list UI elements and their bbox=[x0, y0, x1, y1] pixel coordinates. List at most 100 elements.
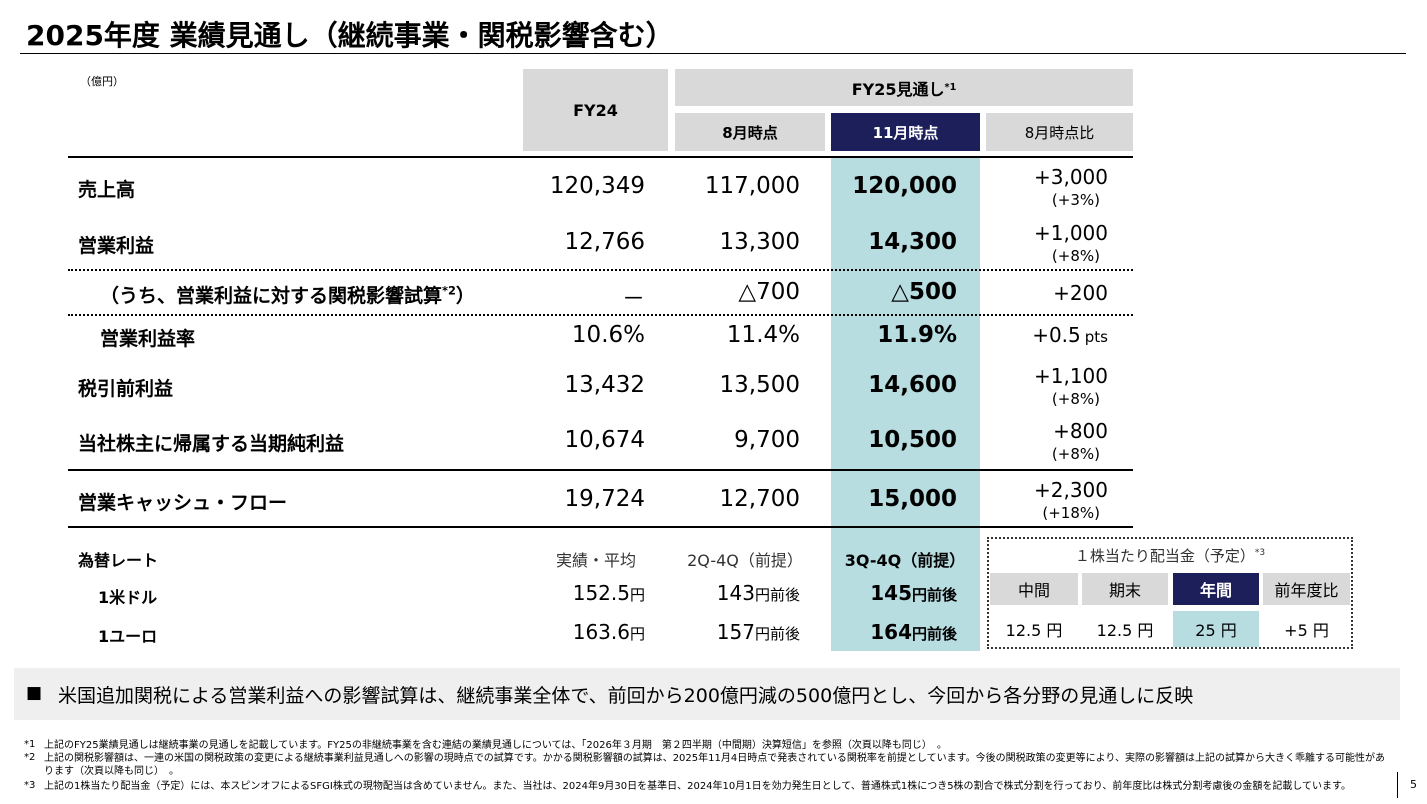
row-rule bbox=[68, 526, 1133, 528]
fx-header: 2Q-4Q（前提） bbox=[687, 551, 803, 570]
row-rule bbox=[68, 469, 1133, 471]
dividend-header-text: 年間 bbox=[1199, 581, 1232, 600]
diff-percent: (+18%) bbox=[1042, 503, 1100, 522]
row-label: 税引前利益 bbox=[78, 374, 173, 401]
fx-number: 143 bbox=[716, 581, 755, 605]
footnote-text: 上記の1株当たり配当金（予定）には、本スピンオフによるSFGI株式の現物配当は含… bbox=[44, 781, 1352, 792]
dividend-header: 年間 bbox=[1173, 573, 1259, 605]
row-label: （うち、営業利益に対する関税影響試算*2） bbox=[100, 281, 475, 308]
diff-value: +2,300 bbox=[1033, 477, 1108, 502]
title-rule bbox=[20, 53, 1406, 54]
aug-value: △700 bbox=[738, 278, 800, 305]
fx-number: 145 bbox=[870, 581, 912, 605]
fx-value: 163.6円 bbox=[573, 620, 645, 644]
fy25-header: FY25見通し *1 bbox=[675, 69, 1133, 106]
fy24-value: 13,432 bbox=[564, 371, 645, 398]
dividend-value: 25 円 bbox=[1173, 611, 1259, 647]
nov-value: △500 bbox=[891, 278, 957, 305]
row-label-text: 営業利益 bbox=[78, 235, 155, 257]
fx-value: 164円前後 bbox=[870, 620, 957, 644]
row-label: 売上高 bbox=[78, 175, 135, 202]
dividend-box bbox=[987, 537, 1353, 649]
nov-value: 15,000 bbox=[868, 485, 957, 512]
header-text: FY25見通し bbox=[851, 79, 945, 99]
diff-value: +200 bbox=[1053, 280, 1108, 305]
fy24-value: 12,766 bbox=[564, 228, 645, 255]
header-text: 11月時点 bbox=[872, 123, 939, 142]
dividend-value-text: +5 円 bbox=[1284, 621, 1329, 640]
footnote-text: 上記のFY25業績見通しは継続事業の見通しを記載しています。FY25の非継続事業… bbox=[44, 740, 947, 751]
row-label: 営業利益率 bbox=[100, 324, 195, 351]
fx-unit: 円前後 bbox=[754, 586, 800, 604]
fy24-value: 10.6% bbox=[571, 321, 645, 348]
bullet: ■ bbox=[26, 683, 43, 703]
dividend-value: +5 円 bbox=[1263, 611, 1350, 647]
dividend-header-text: 前年度比 bbox=[1274, 581, 1339, 600]
title: 2025年度 業績見通し（継続事業・関税影響含む） bbox=[26, 19, 674, 52]
dividend-header-text: 中間 bbox=[1017, 581, 1050, 600]
fy24-value: 19,724 bbox=[564, 485, 645, 512]
fx-unit: 円前後 bbox=[911, 586, 957, 604]
row-label: 営業キャッシュ・フロー bbox=[78, 488, 287, 515]
dividend-value: 12.5 円 bbox=[990, 611, 1078, 647]
dividend-header-text: 期末 bbox=[1108, 581, 1141, 600]
row-label-text: （うち、営業利益に対する関税影響試算 bbox=[100, 285, 443, 307]
fx-unit: 円 bbox=[629, 586, 645, 604]
diff-percent: (+8%) bbox=[1051, 246, 1100, 265]
diff-percent: (+8%) bbox=[1051, 389, 1100, 408]
diff-percent: (+8%) bbox=[1051, 444, 1100, 463]
nov-value: 120,000 bbox=[852, 172, 957, 199]
dividend-header: 前年度比 bbox=[1263, 573, 1350, 605]
footnote-text: 上記の関税影響額は、一連の米国の関税政策の変更による継続事業利益見通しへの影響の… bbox=[44, 753, 1386, 777]
nov-value: 10,500 bbox=[868, 426, 957, 453]
note-mark: *3 bbox=[1254, 548, 1266, 558]
nov-value: 14,600 bbox=[868, 371, 957, 398]
unit: （億円） bbox=[80, 75, 124, 88]
note-mark: *1 bbox=[944, 82, 957, 93]
fx-unit: 円 bbox=[629, 625, 645, 643]
fx-value: 145円前後 bbox=[870, 581, 957, 605]
header-text: FY24 bbox=[573, 100, 618, 120]
fx-row-label: 1ユーロ bbox=[98, 627, 158, 646]
footnote-mark: *1 bbox=[24, 739, 36, 750]
fy24-value: 10,674 bbox=[564, 426, 645, 453]
fx-number: 157 bbox=[716, 620, 755, 644]
fx-unit: 円前後 bbox=[754, 625, 800, 643]
fx-value: 143円前後 bbox=[717, 581, 800, 605]
row-label-text: ） bbox=[455, 285, 475, 307]
footnote-mark: *2 bbox=[24, 752, 36, 763]
header-rule bbox=[68, 156, 1133, 158]
note-mark: *2 bbox=[442, 283, 456, 298]
fx-number: 164 bbox=[870, 620, 912, 644]
row-label-text: 税引前利益 bbox=[78, 378, 174, 400]
dividend-header: 中間 bbox=[990, 573, 1078, 605]
row-label: 営業利益 bbox=[78, 231, 154, 258]
aug-value: 12,700 bbox=[719, 485, 800, 512]
row-label: 当社株主に帰属する当期純利益 bbox=[78, 429, 344, 456]
dividend-value: 12.5 円 bbox=[1082, 611, 1168, 647]
aug-value: 13,500 bbox=[719, 371, 800, 398]
summary-text: 米国追加関税による営業利益への影響試算は、継続事業全体で、前回から200億円減の… bbox=[58, 685, 1194, 707]
diff-number: +0.5 bbox=[1032, 323, 1081, 347]
dividend-title-text: １株当たり配当金（予定） bbox=[1074, 547, 1255, 565]
dividend-value-text: 12.5 円 bbox=[1005, 621, 1063, 640]
nov-value: 14,300 bbox=[868, 228, 957, 255]
highlight-column bbox=[831, 158, 980, 651]
fx-row-label: 1米ドル bbox=[98, 588, 158, 607]
fx-unit: 円前後 bbox=[911, 625, 957, 643]
diff-header: 8月時点比 bbox=[986, 113, 1133, 151]
aug-value: 11.4% bbox=[726, 321, 800, 348]
diff-value: +0.5 pts bbox=[1032, 323, 1108, 347]
page-divider bbox=[1397, 772, 1398, 798]
row-label-text: 営業キャッシュ・フロー bbox=[78, 492, 288, 514]
fy24-header: FY24 bbox=[523, 69, 668, 151]
nov-value: 11.9% bbox=[877, 321, 957, 348]
aug-header: 8月時点 bbox=[675, 113, 825, 151]
aug-value: 13,300 bbox=[719, 228, 800, 255]
aug-value: 9,700 bbox=[734, 426, 800, 453]
fx-number: 163.6 bbox=[572, 620, 630, 644]
summary-box bbox=[14, 668, 1400, 720]
fx-value: 157円前後 bbox=[717, 620, 800, 644]
fx-header: 3Q-4Q（前提） bbox=[844, 551, 966, 570]
row-label-text: 営業利益率 bbox=[100, 328, 196, 350]
